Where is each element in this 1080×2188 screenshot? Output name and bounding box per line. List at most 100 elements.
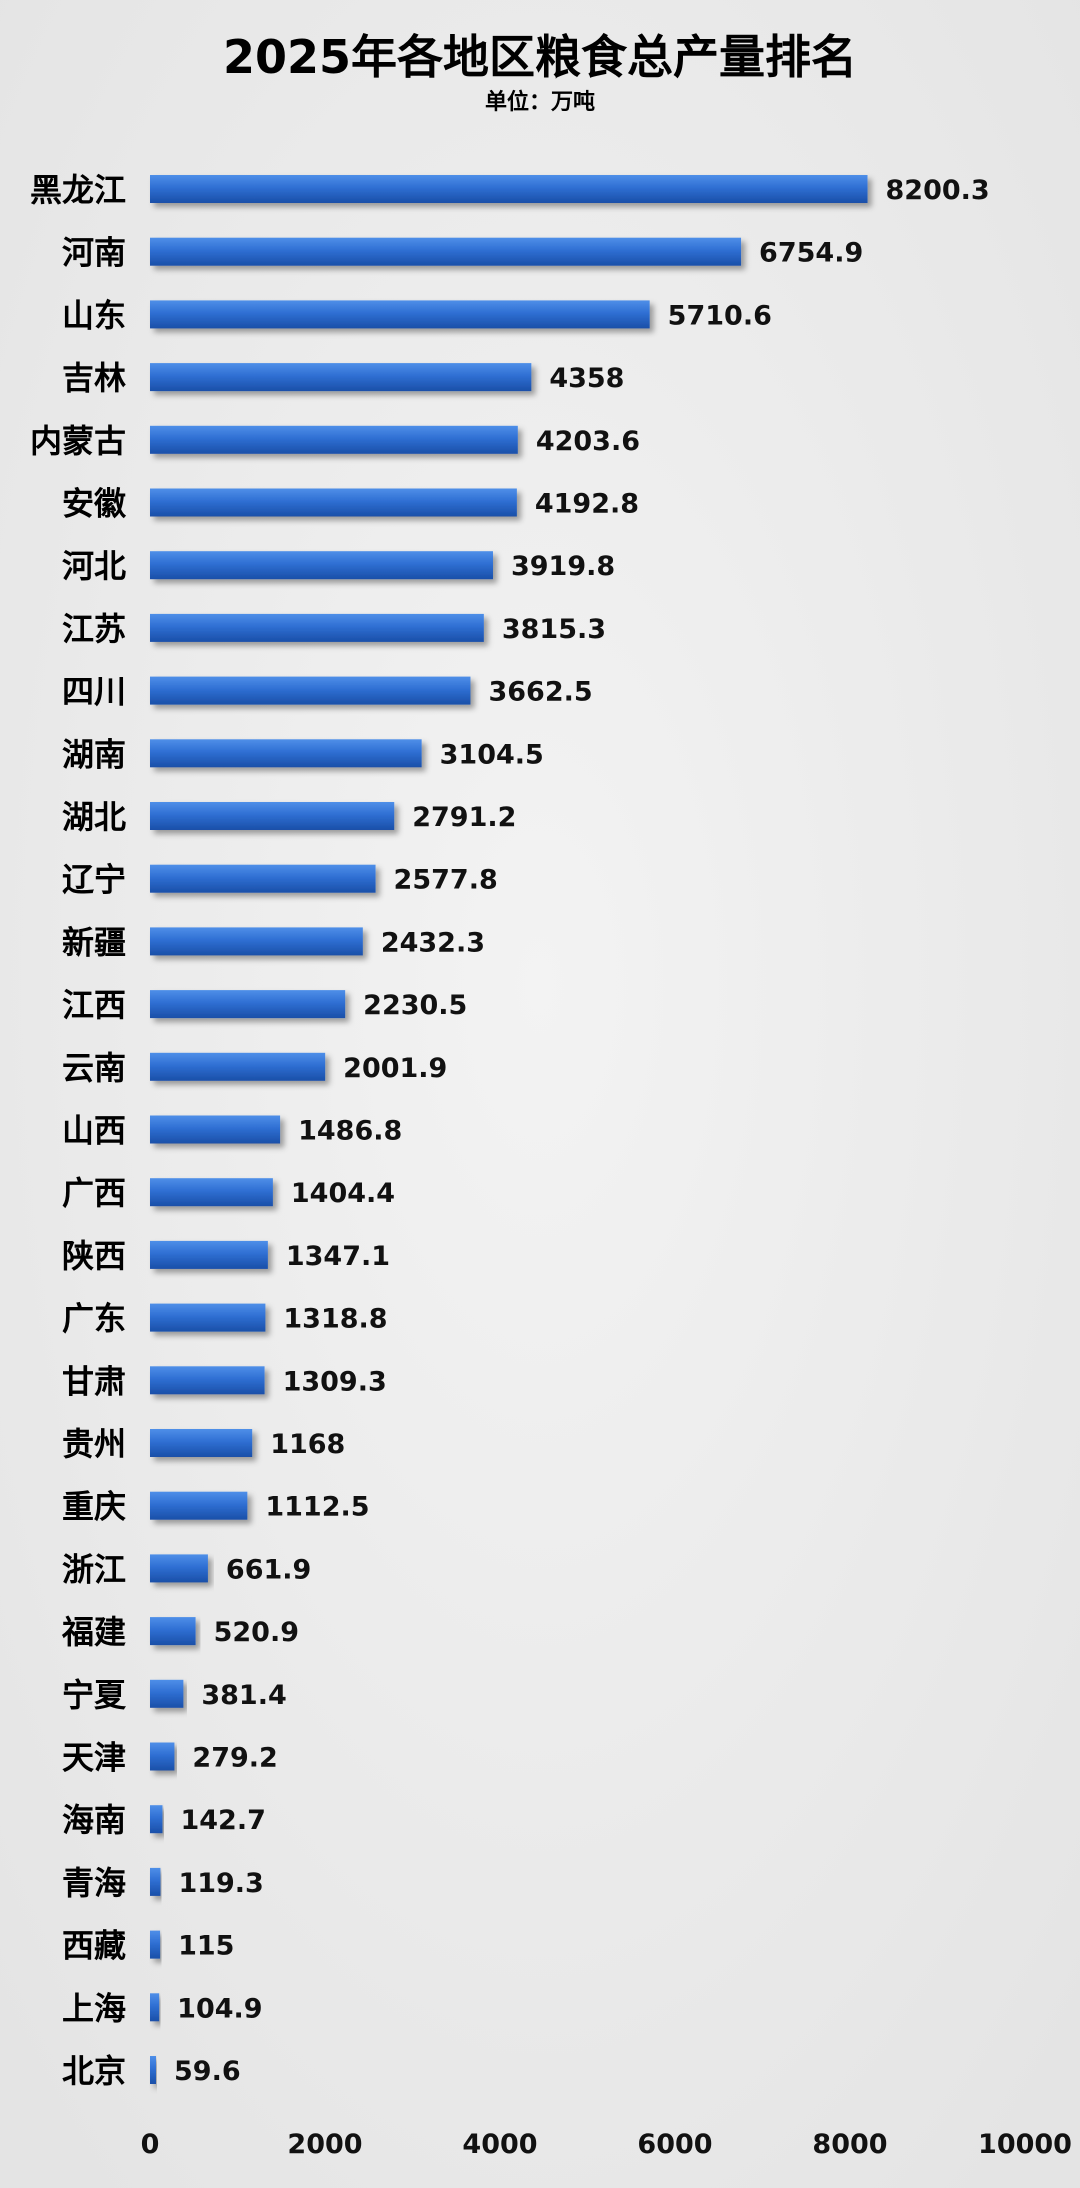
data-label: 119.3 [178, 1868, 263, 1899]
bar [150, 1742, 175, 1771]
category-label: 湖南 [62, 735, 126, 773]
category-label: 西藏 [62, 1927, 126, 1965]
data-label: 6754.9 [759, 238, 863, 269]
category-label: 天津 [62, 1739, 126, 1777]
category-label: 陕西 [62, 1237, 126, 1275]
data-label: 5710.6 [668, 300, 772, 331]
bar [150, 1366, 265, 1395]
category-label: 云南 [62, 1049, 126, 1087]
x-tick-label: 6000 [637, 2129, 712, 2160]
bar [150, 613, 484, 642]
bar [150, 1993, 160, 2022]
bar [150, 1115, 281, 1144]
data-label: 2432.3 [381, 927, 485, 958]
bar [150, 802, 395, 830]
category-labels: 黑龙江河南山东吉林内蒙古安徽河北江苏四川湖南湖北辽宁新疆江西云南山西广西陕西广东… [30, 171, 127, 2090]
bars-group [150, 175, 868, 2084]
category-label: 广东 [62, 1300, 126, 1338]
category-label: 吉林 [62, 359, 126, 397]
bar [150, 676, 471, 705]
bar [150, 927, 363, 956]
data-label: 1112.5 [265, 1492, 369, 1523]
x-axis-ticks: 0 2000 4000 6000 8000 10000 [141, 2129, 1072, 2160]
category-label: 湖北 [62, 798, 126, 836]
bar [150, 488, 517, 517]
data-label: 1309.3 [283, 1366, 387, 1397]
category-label: 山东 [62, 296, 126, 334]
x-tick-label: 10000 [978, 2129, 1072, 2160]
x-tick-label: 0 [141, 2129, 160, 2160]
data-label: 4203.6 [536, 426, 640, 457]
data-label: 142.7 [180, 1805, 265, 1836]
data-label: 279.2 [192, 1743, 277, 1774]
bar [150, 1867, 161, 1896]
bar [150, 1178, 273, 1207]
category-label: 广西 [62, 1174, 126, 1212]
x-tick-label: 2000 [287, 2129, 362, 2160]
data-label: 3104.5 [440, 739, 544, 770]
data-label: 2230.5 [363, 990, 467, 1021]
category-label: 海南 [62, 1801, 126, 1839]
data-label: 4192.8 [535, 489, 639, 520]
bar [150, 1303, 266, 1332]
bar [150, 237, 742, 266]
category-label: 河南 [62, 234, 126, 272]
bar [150, 2056, 156, 2084]
category-label: 上海 [62, 1989, 126, 2027]
data-label: 1486.8 [298, 1116, 402, 1147]
bar [150, 300, 650, 329]
category-label: 安徽 [62, 485, 127, 523]
category-label: 山西 [62, 1112, 126, 1150]
chart-subtitle: 单位：万吨 [485, 89, 595, 115]
data-label: 4358 [549, 363, 624, 394]
bar [150, 363, 532, 392]
bar [150, 990, 346, 1019]
category-label: 新疆 [62, 923, 126, 961]
data-label: 2577.8 [394, 865, 498, 896]
data-label: 2001.9 [343, 1053, 447, 1084]
bar [150, 1679, 184, 1708]
data-label: 1347.1 [286, 1241, 390, 1272]
bar [150, 425, 518, 454]
bar [150, 1429, 253, 1457]
bar [150, 1554, 208, 1583]
category-label: 内蒙古 [30, 422, 126, 460]
bar [150, 1240, 268, 1269]
value-labels: 8200.3 6754.9 5710.6 4358 4203.6 4192.8 3919.8… [174, 175, 990, 2087]
category-label: 四川 [62, 673, 126, 711]
category-label: 浙江 [62, 1550, 126, 1588]
data-label: 8200.3 [886, 175, 990, 206]
category-label: 黑龙江 [30, 171, 126, 209]
bar [150, 1052, 326, 1081]
data-label: 3815.3 [502, 614, 606, 645]
data-label: 381.4 [201, 1680, 286, 1711]
data-label: 1404.4 [291, 1178, 395, 1209]
data-label: 1318.8 [283, 1304, 387, 1335]
bar [150, 864, 376, 893]
bar [150, 739, 422, 768]
data-label: 3919.8 [511, 551, 615, 582]
category-label: 贵州 [62, 1425, 126, 1463]
data-label: 2791.2 [412, 802, 516, 833]
bar [150, 551, 493, 580]
category-label: 河北 [62, 547, 126, 585]
bar [150, 1617, 196, 1646]
data-label: 59.6 [174, 2056, 241, 2087]
category-label: 宁夏 [62, 1676, 127, 1714]
bar [150, 1930, 161, 1959]
data-label: 3662.5 [488, 677, 592, 708]
x-tick-label: 4000 [462, 2129, 537, 2160]
data-label: 1168 [270, 1429, 345, 1460]
data-label: 104.9 [177, 1993, 262, 2024]
data-label: 661.9 [226, 1554, 311, 1585]
category-label: 北京 [62, 2052, 126, 2090]
bar [150, 1491, 248, 1520]
category-label: 重庆 [62, 1488, 126, 1526]
category-label: 江苏 [62, 610, 126, 648]
chart-title: 2025年各地区粮食总产量排名 [223, 30, 857, 84]
data-label: 520.9 [214, 1617, 299, 1648]
category-label: 福建 [61, 1613, 126, 1651]
category-label: 青海 [62, 1864, 126, 1902]
category-label: 辽宁 [62, 861, 126, 899]
